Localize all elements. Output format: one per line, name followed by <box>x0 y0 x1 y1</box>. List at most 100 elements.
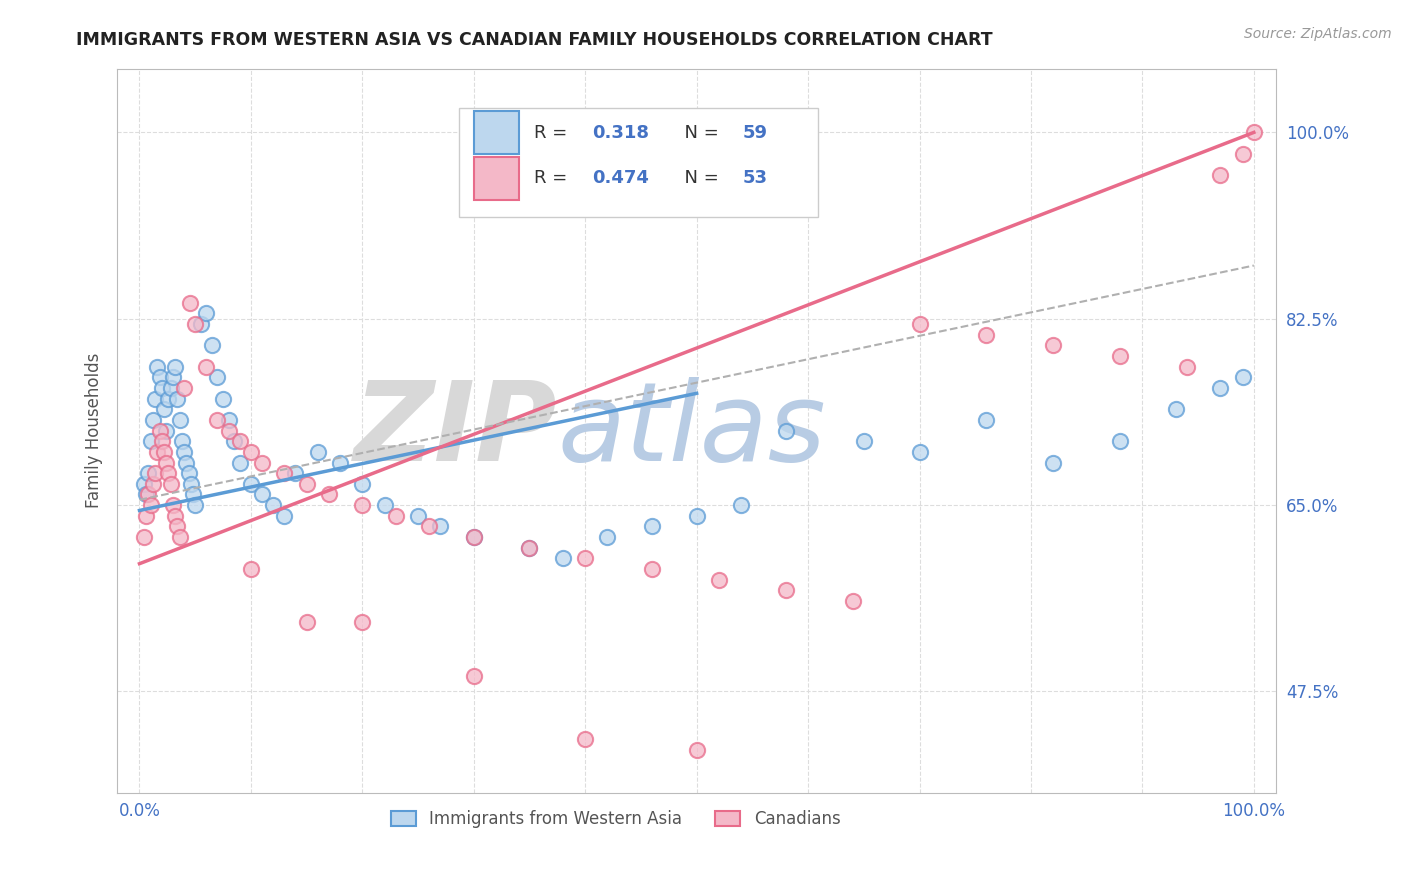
Point <box>229 456 252 470</box>
Point <box>318 487 340 501</box>
Point <box>157 466 180 480</box>
Point <box>150 381 173 395</box>
Text: R =: R = <box>534 169 574 187</box>
Legend: Immigrants from Western Asia, Canadians: Immigrants from Western Asia, Canadians <box>384 804 846 835</box>
Point <box>551 551 574 566</box>
Point <box>1232 146 1254 161</box>
Point <box>841 594 863 608</box>
Point <box>159 381 181 395</box>
Point <box>295 476 318 491</box>
Point <box>574 732 596 747</box>
Point <box>273 466 295 480</box>
Point <box>641 562 664 576</box>
Point <box>239 476 262 491</box>
Text: 53: 53 <box>742 169 768 187</box>
Point <box>463 530 485 544</box>
Point <box>1209 168 1232 182</box>
Point <box>707 573 730 587</box>
Point <box>685 743 707 757</box>
Point <box>177 466 200 480</box>
Point <box>908 317 931 331</box>
Point <box>132 476 155 491</box>
Point <box>153 445 176 459</box>
Point <box>195 359 218 374</box>
Point <box>519 541 541 555</box>
Point <box>139 434 162 449</box>
Point <box>463 530 485 544</box>
Text: ZIP: ZIP <box>354 377 558 484</box>
Point <box>138 487 160 501</box>
Point <box>519 541 541 555</box>
Point <box>138 466 160 480</box>
Point <box>218 424 240 438</box>
Point <box>155 424 177 438</box>
Point <box>384 508 406 523</box>
Text: 0.474: 0.474 <box>592 169 650 187</box>
Point <box>852 434 875 449</box>
Point <box>165 359 187 374</box>
Point <box>1175 359 1198 374</box>
Point <box>148 424 170 438</box>
Point <box>218 413 240 427</box>
Point <box>295 615 318 630</box>
Point <box>190 317 212 331</box>
Point <box>352 615 374 630</box>
FancyBboxPatch shape <box>474 112 519 154</box>
Point <box>730 498 752 512</box>
Point <box>146 359 169 374</box>
Point <box>146 445 169 459</box>
Point <box>207 413 229 427</box>
Point <box>685 508 707 523</box>
Point <box>155 456 177 470</box>
Point <box>239 445 262 459</box>
Point <box>250 456 273 470</box>
Point <box>1243 125 1265 139</box>
Point <box>169 530 191 544</box>
Point <box>184 498 207 512</box>
Point <box>775 424 797 438</box>
Text: Source: ZipAtlas.com: Source: ZipAtlas.com <box>1244 27 1392 41</box>
Point <box>207 370 229 384</box>
Point <box>166 519 188 533</box>
Point <box>201 338 224 352</box>
Point <box>307 445 329 459</box>
Point <box>166 392 188 406</box>
Point <box>1109 434 1132 449</box>
Y-axis label: Family Households: Family Households <box>86 353 103 508</box>
Point <box>159 476 181 491</box>
Point <box>239 562 262 576</box>
Point <box>229 434 252 449</box>
Point <box>162 370 184 384</box>
Point <box>250 487 273 501</box>
Point <box>162 498 184 512</box>
Point <box>908 445 931 459</box>
Text: IMMIGRANTS FROM WESTERN ASIA VS CANADIAN FAMILY HOUSEHOLDS CORRELATION CHART: IMMIGRANTS FROM WESTERN ASIA VS CANADIAN… <box>76 31 993 49</box>
Point <box>143 392 166 406</box>
Point <box>165 508 187 523</box>
Point <box>1042 338 1064 352</box>
Point <box>142 476 165 491</box>
Point <box>262 498 284 512</box>
Text: N =: N = <box>673 124 725 142</box>
Point <box>169 413 191 427</box>
Text: atlas: atlas <box>558 377 827 484</box>
Point <box>173 445 195 459</box>
Point <box>180 476 202 491</box>
Text: R =: R = <box>534 124 574 142</box>
Point <box>157 392 180 406</box>
Point <box>352 476 374 491</box>
Point <box>1164 402 1187 417</box>
Point <box>142 413 165 427</box>
Text: N =: N = <box>673 169 725 187</box>
FancyBboxPatch shape <box>474 157 519 200</box>
FancyBboxPatch shape <box>460 108 818 217</box>
Point <box>135 487 157 501</box>
Point <box>418 519 440 533</box>
Point <box>429 519 451 533</box>
Point <box>1232 370 1254 384</box>
Point <box>173 381 195 395</box>
Point <box>976 413 998 427</box>
Point <box>153 402 176 417</box>
Point <box>212 392 235 406</box>
Point <box>150 434 173 449</box>
